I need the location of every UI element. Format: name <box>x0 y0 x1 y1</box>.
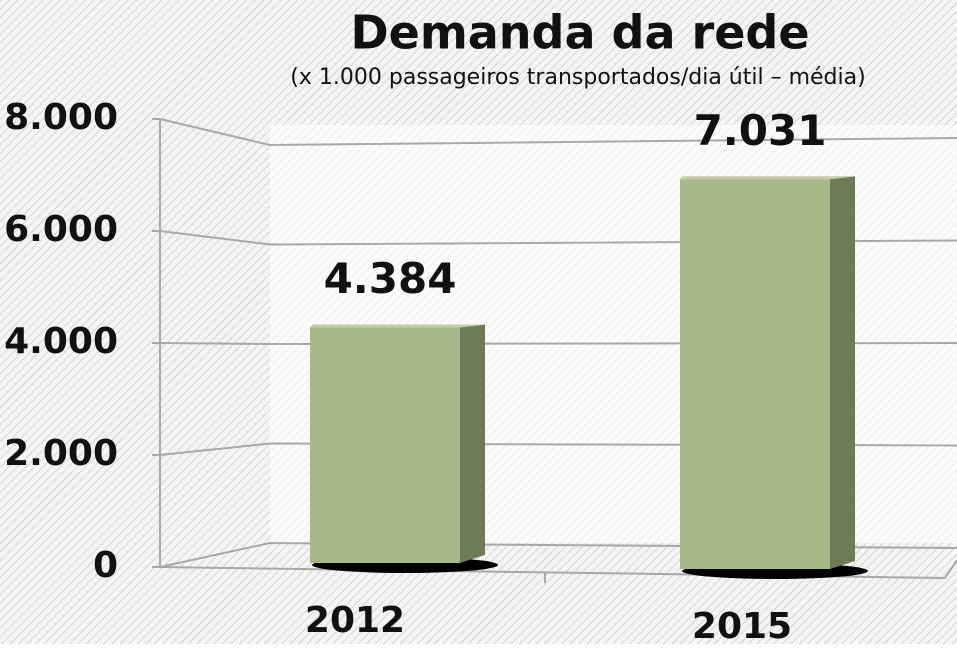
bar-top <box>310 324 485 328</box>
y-tick-label: 8.000 <box>4 97 118 138</box>
bar-side <box>830 176 855 569</box>
grid-line <box>152 342 957 346</box>
chart-subtitle: (x 1.000 passageiros transportados/dia ú… <box>290 65 865 90</box>
chart-title: Demanda da rede <box>350 6 809 60</box>
bar <box>680 179 830 569</box>
value-label: 7.031 <box>694 106 827 155</box>
x-tick-label: 2012 <box>305 600 405 641</box>
value-label: 4.384 <box>324 254 457 303</box>
grid-line <box>152 442 957 456</box>
y-tick-label: 6.000 <box>4 209 118 250</box>
bar-side <box>460 324 485 563</box>
grid-line <box>152 541 957 568</box>
bar <box>310 327 460 563</box>
y-tick-label: 4.000 <box>4 321 118 362</box>
x-tick-label: 2015 <box>692 606 792 644</box>
grid-line <box>152 230 957 246</box>
y-tick-label: 0 <box>93 545 118 586</box>
y-tick-label: 2.000 <box>4 433 118 474</box>
bar-top <box>680 176 855 180</box>
grid-line <box>152 118 957 147</box>
